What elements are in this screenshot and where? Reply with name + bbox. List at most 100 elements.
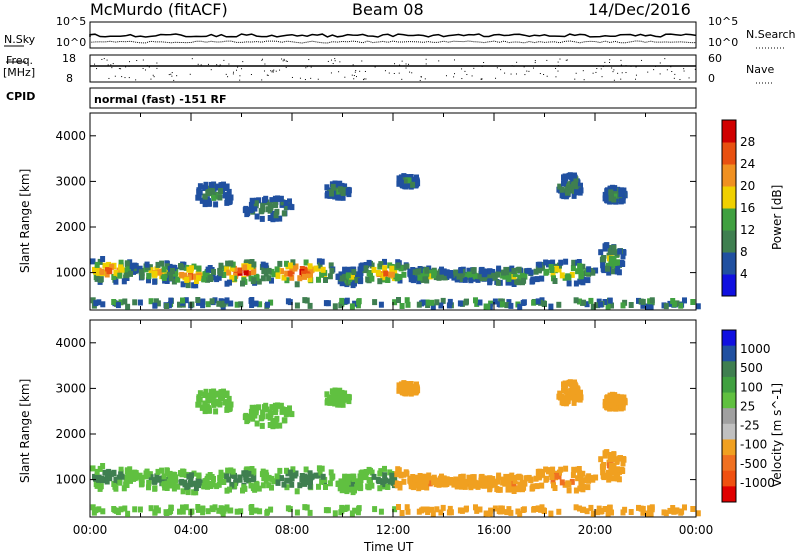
- vel-cell: [363, 472, 369, 479]
- power-cell: [578, 268, 584, 275]
- power-cell: [284, 260, 289, 267]
- vel-cell: [260, 482, 266, 489]
- vel-cell: [569, 478, 575, 485]
- power-cell: [590, 269, 596, 276]
- vel-cell: [403, 381, 409, 388]
- vel-cell: [111, 481, 117, 487]
- vel-cell: [398, 472, 404, 479]
- power-cell: [511, 268, 517, 274]
- vel-cell: [100, 463, 106, 469]
- vel-cell: [258, 415, 264, 422]
- vel-cell: [248, 414, 254, 421]
- nave-dot: [146, 65, 148, 67]
- vel-cell: [104, 478, 110, 485]
- vel-cell: [225, 467, 231, 474]
- nave-dot: [262, 58, 264, 60]
- power-cell: [256, 278, 262, 285]
- vel-cell: [292, 472, 298, 479]
- power-cell: [375, 269, 381, 276]
- power-cell: [274, 266, 280, 273]
- vel-cell: [218, 469, 224, 476]
- vel-cell: [586, 473, 592, 480]
- vel-cell: [601, 462, 607, 468]
- vel-cell: [354, 484, 360, 491]
- colorbar-swatch: [722, 376, 736, 394]
- vel-cell: [515, 486, 521, 493]
- vel-cell: [337, 393, 343, 400]
- vel-cell: [294, 509, 300, 516]
- power-cell: [354, 277, 360, 284]
- nave-dot: [228, 63, 230, 65]
- power-cell: [550, 259, 556, 266]
- vel-cell: [183, 504, 189, 511]
- vel-cell: [257, 508, 263, 515]
- vel-cell: [351, 476, 357, 482]
- vel-cell: [196, 472, 202, 479]
- power-cell: [610, 259, 615, 266]
- power-cell: [229, 265, 235, 272]
- nave-dot: [111, 67, 113, 69]
- nave-dot: [601, 76, 603, 78]
- vel-cell: [177, 508, 182, 515]
- nave-dot: [142, 67, 144, 69]
- vel-cell: [90, 504, 96, 511]
- power-cell: [335, 194, 341, 201]
- vel-cell: [621, 394, 627, 401]
- power-cell: [356, 273, 362, 280]
- power-cell: [466, 271, 472, 278]
- power-cell: [448, 270, 454, 276]
- nave-dot: [266, 74, 268, 76]
- vel-cell: [520, 507, 526, 513]
- power-cell: [243, 269, 249, 276]
- date-label: 14/Dec/2016: [588, 0, 691, 19]
- vel-cell: [436, 481, 442, 488]
- power-cell: [132, 299, 138, 306]
- vel-cell: [191, 489, 197, 496]
- vel-cell: [97, 483, 103, 490]
- vel-cell: [495, 486, 501, 493]
- vel-cell: [509, 486, 515, 493]
- power-cell: [139, 273, 145, 280]
- power-cell: [184, 276, 190, 283]
- vel-cell: [205, 508, 211, 515]
- power-cell: [100, 256, 106, 262]
- power-cell: [144, 261, 150, 268]
- power-cell: [575, 259, 581, 266]
- nave-dot: [275, 70, 277, 72]
- power-cell: [195, 297, 201, 303]
- vel-cell: [438, 509, 444, 516]
- power-cell: [111, 299, 117, 305]
- nave-dot: [511, 65, 513, 67]
- power-cell: [338, 302, 344, 309]
- nave-dot: [310, 66, 312, 68]
- vel-cell: [478, 475, 484, 482]
- vel-cell: [152, 485, 158, 492]
- vel-cell: [488, 481, 494, 488]
- vel-cell: [491, 479, 497, 486]
- vel-cell: [248, 504, 254, 511]
- vel-cell: [278, 402, 284, 409]
- power-cell: [571, 181, 577, 188]
- vel-cell: [228, 401, 234, 408]
- vel-cell: [522, 480, 528, 487]
- power-cell: [392, 299, 398, 306]
- power-cell: [366, 259, 372, 266]
- vel-cell: [224, 399, 230, 406]
- power-cell: [128, 270, 133, 277]
- power-cell: [472, 272, 478, 279]
- power-cell: [397, 277, 403, 284]
- vel-cell: [107, 475, 113, 482]
- power-cell: [94, 261, 100, 268]
- vel-cell: [396, 504, 401, 510]
- vel-cell: [352, 487, 357, 494]
- vel-cell: [332, 510, 338, 517]
- vel-cell: [164, 470, 170, 477]
- nave-dot: [330, 72, 332, 74]
- power-cell: [431, 269, 437, 276]
- vel-cell: [690, 506, 696, 512]
- nave-dot: [129, 61, 131, 63]
- nave-dot: [150, 78, 152, 80]
- vel-cell: [428, 476, 433, 483]
- power-cell: [164, 303, 169, 309]
- vel-cell: [385, 484, 391, 490]
